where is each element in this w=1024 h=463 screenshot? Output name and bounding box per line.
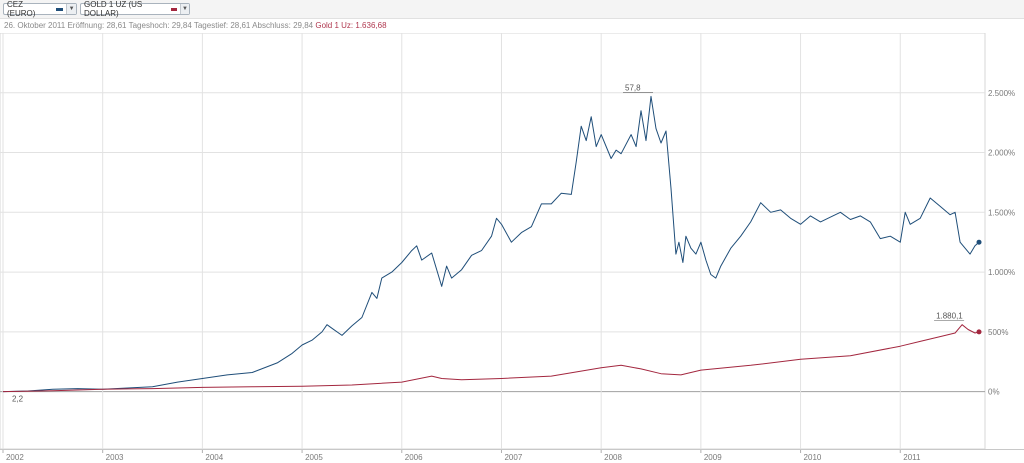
- y-tick-label: 2.500%: [988, 89, 1015, 98]
- x-tick-label: 2009: [704, 453, 722, 462]
- x-tick-label: 2005: [305, 453, 323, 462]
- gold-series-line: [2, 324, 980, 393]
- x-tick-label: 2007: [504, 453, 522, 462]
- y-tick-label: 0%: [988, 388, 1000, 397]
- gold-dropdown-chevron-down-icon[interactable]: ▼: [180, 4, 189, 14]
- y-tick-label: 500%: [988, 328, 1008, 337]
- high-value: 29,84: [171, 21, 192, 30]
- y-tick-label: 2.000%: [988, 149, 1015, 158]
- quote-date: 26. Oktober 2011: [4, 21, 66, 30]
- bottom-divider: [0, 449, 1024, 450]
- cez-series-line: [2, 95, 980, 393]
- x-tick-label: 2002: [6, 453, 24, 462]
- close-label: Abschluss:: [252, 21, 291, 30]
- cez-peak-annotation: 57,8: [625, 83, 641, 92]
- series-toolbar: CEZ (EURO) ▼ GOLD 1 UZ (US DOLLAR) ▼: [0, 0, 1024, 19]
- cez-dropdown-chevron-down-icon[interactable]: ▼: [66, 4, 76, 14]
- gold-series-chip[interactable]: GOLD 1 UZ (US DOLLAR) ▼: [80, 0, 190, 18]
- gold-endpoint-marker: [976, 329, 982, 335]
- plot-area: [0, 33, 986, 450]
- gold-label: Gold 1 Uz:: [315, 21, 354, 30]
- x-tick-label: 2003: [106, 453, 124, 462]
- gold-color-swatch: [170, 7, 178, 11]
- high-label: Tageshoch:: [128, 21, 170, 30]
- cez-color-swatch: [56, 7, 64, 11]
- price-chart: 0% 500% 1.000% 1.500% 2.000% 2.500% 2002 2003 20…: [0, 33, 1015, 462]
- open-label: Eröffnung:: [67, 21, 105, 30]
- x-tick-label: 2008: [604, 453, 622, 462]
- cez-chip-label: CEZ (EURO): [7, 0, 36, 18]
- quote-infobar: 26. Oktober 2011 Eröffnung: 28,61 Tagesh…: [4, 21, 387, 33]
- cez-start-annotation: 2,2: [12, 395, 24, 404]
- cez-endpoint-marker: [976, 239, 982, 245]
- low-value: 28,61: [230, 21, 251, 30]
- x-tick-label: 2004: [205, 453, 223, 462]
- open-value: 28,61: [106, 21, 127, 30]
- y-tick-label: 1.500%: [988, 208, 1015, 217]
- x-tick-label: 2006: [405, 453, 423, 462]
- close-value: 29,84: [293, 21, 314, 30]
- y-tick-label: 1.000%: [988, 268, 1015, 277]
- gold-chip-label: GOLD 1 UZ (US DOLLAR): [84, 0, 143, 18]
- low-label: Tagestief:: [193, 21, 229, 30]
- x-tick-label: 2010: [804, 453, 822, 462]
- gold-value: 1.636,68: [355, 21, 387, 30]
- x-tick-label: 2011: [903, 453, 921, 462]
- gold-peak-annotation: 1.880,1: [936, 312, 963, 321]
- cez-series-chip[interactable]: CEZ (EURO) ▼: [3, 0, 77, 18]
